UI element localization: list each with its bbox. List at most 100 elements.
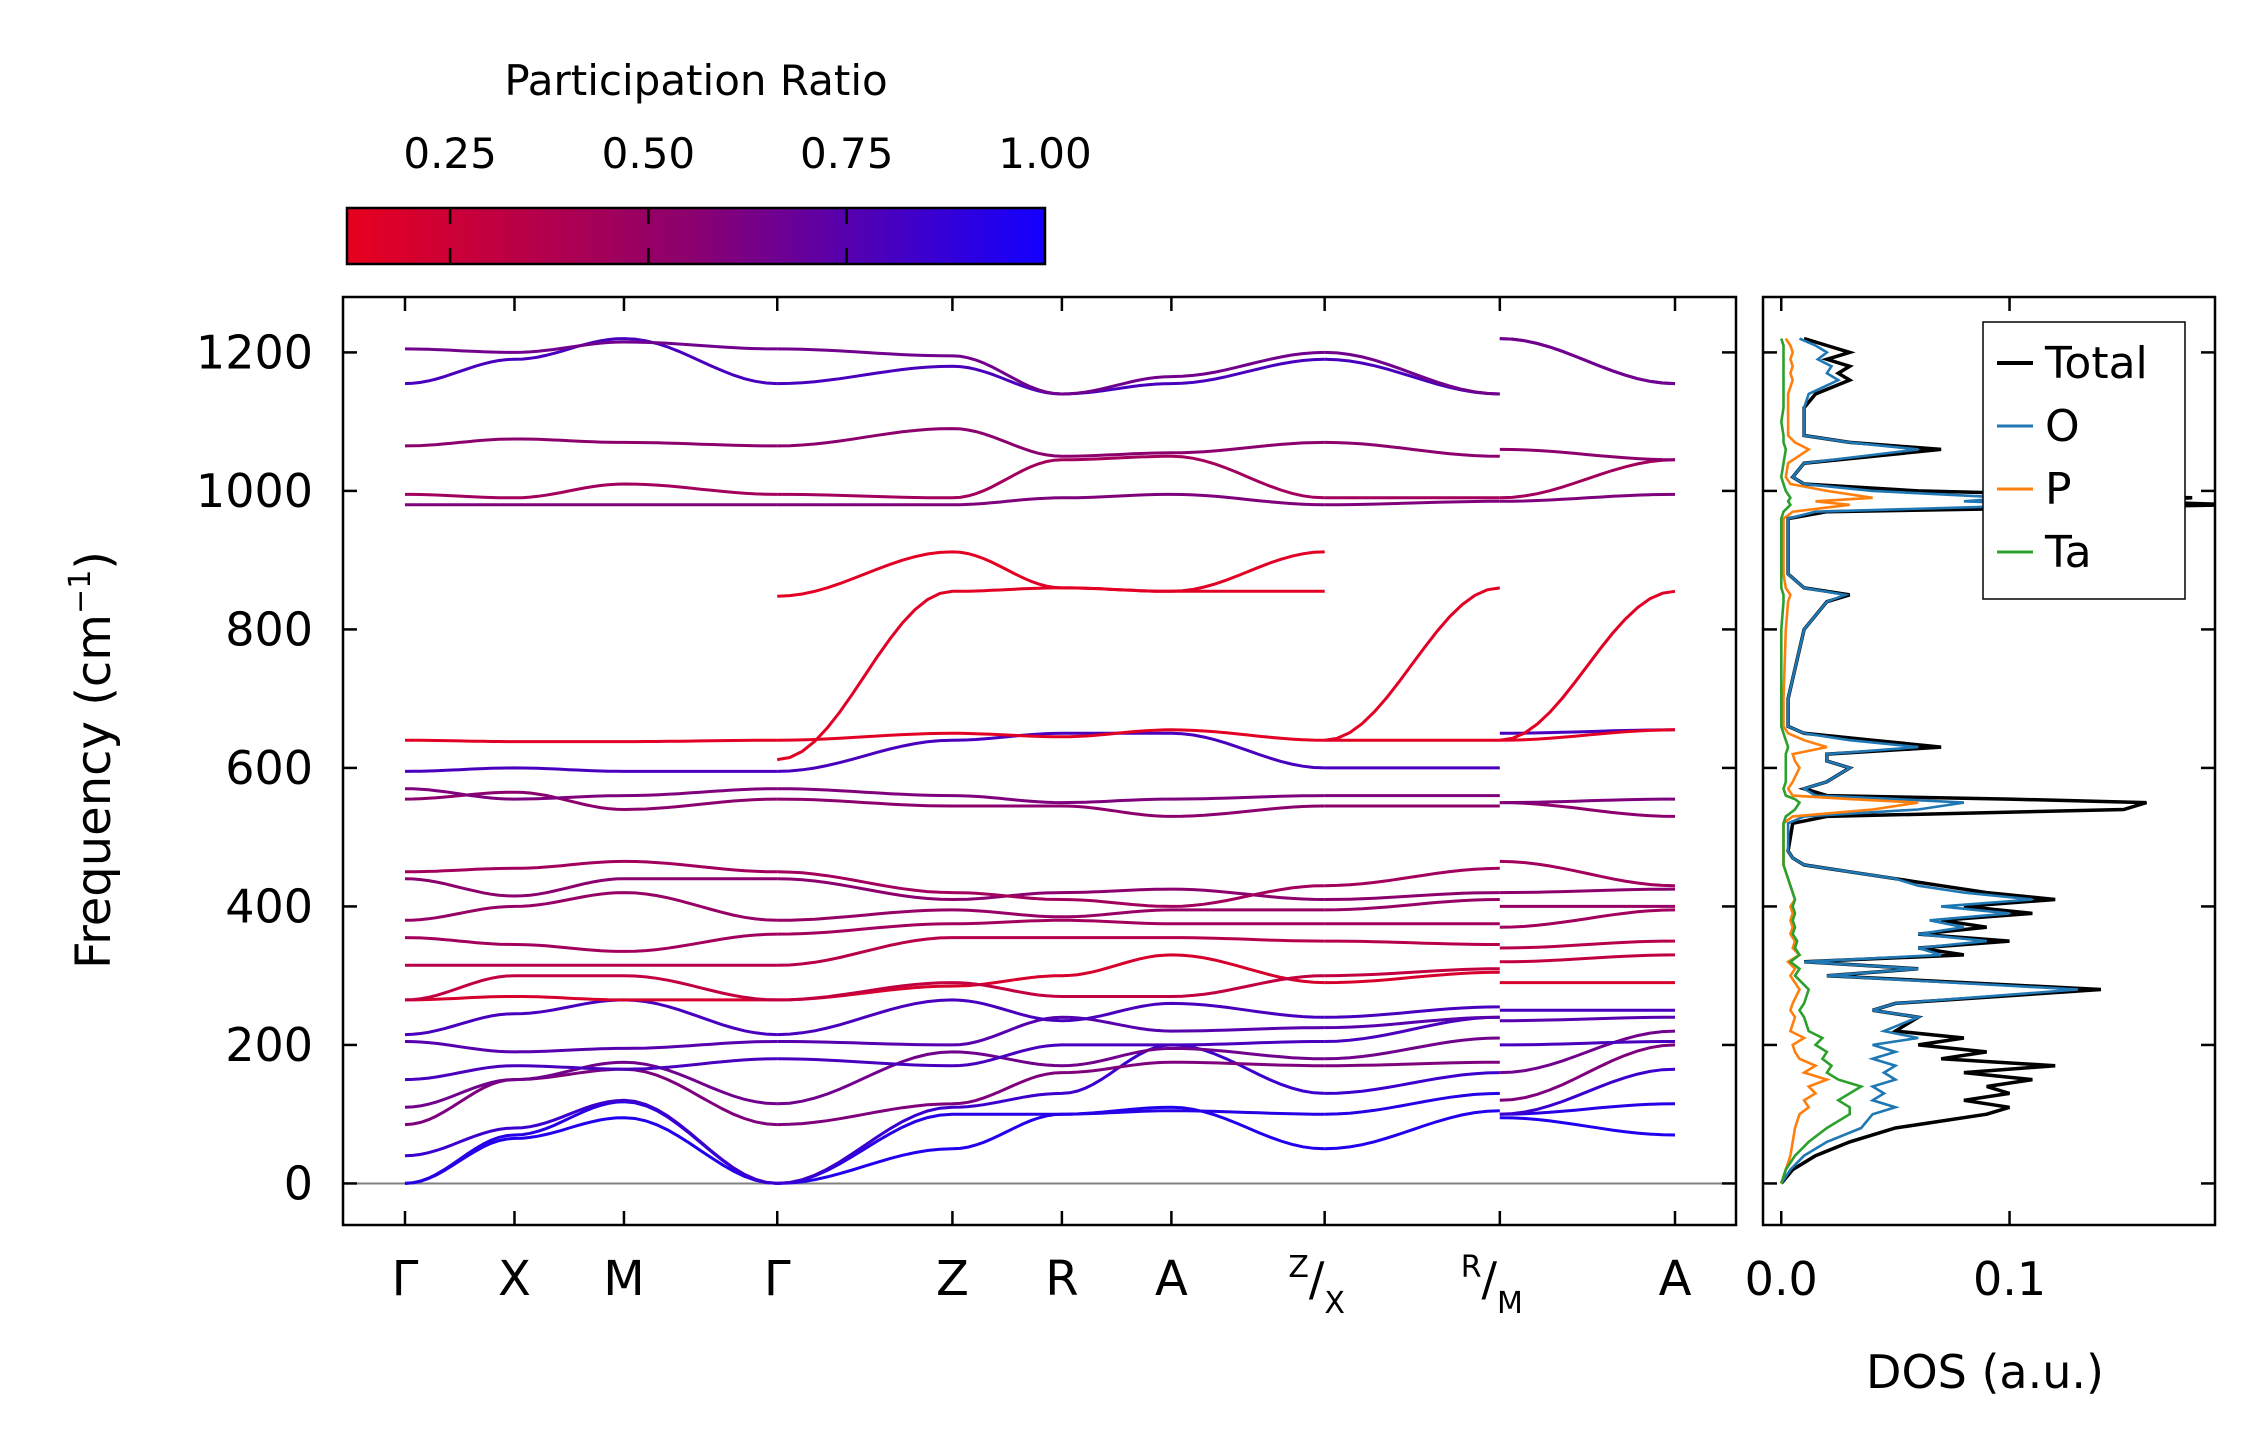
band-15-segment-0 [404,790,778,812]
band-4-segment-3 [1499,1029,1676,1075]
band-10-segment-3 [1499,939,1675,950]
dos-line-ta [1779,338,1865,1184]
band-2-segment-0 [404,1098,778,1185]
kpoint-break-label-1: R/M [1461,1250,1523,1321]
band-23-segment-0 [404,340,778,354]
dos-y-ticks [1763,351,2215,1185]
band-4-segment-2 [1324,1036,1500,1061]
band-0-segment-0 [404,1116,778,1185]
colorbar-tick-label-3: 1.00 [998,129,1092,178]
kpoint-label-3: Γ [764,1251,791,1307]
dos-lines [1779,336,2215,1185]
colorbar-ticks: 0.25 0.50 0.75 1.00 [403,129,1092,264]
kpoint-label-5: R [1045,1251,1078,1307]
band-3-segment-2 [1324,1060,1500,1068]
band-11-segment-0 [404,932,778,953]
band-15-segment-1 [777,797,1325,818]
band-ytick-label-200: 200 [225,1018,313,1072]
band-20-segment-3 [1499,458,1676,500]
band-17-segment-1 [777,731,1325,773]
band-ytick-label-800: 800 [225,602,313,656]
kpoint-label-2: M [603,1251,644,1307]
kpoint-label-0: Γ [392,1251,419,1307]
band-11-segment-3 [1499,908,1676,929]
band-0-segment-1 [777,1105,1325,1185]
dos-x-axis-label: DOS (a.u.) [1866,1345,2104,1399]
band-ytick-label-600: 600 [225,741,313,795]
band-4-segment-1 [777,1046,1325,1106]
upper-band-ma [1499,589,1676,742]
y-axis-label-unit-exponent: −1 [63,570,98,614]
band-16-segment-1 [777,787,1325,805]
band-19-segment-1 [777,492,1325,507]
band-12-segment-0 [404,891,778,922]
band-8-segment-0 [405,995,778,1002]
kpoint-break-top-1: R [1461,1250,1482,1285]
kpoint-break-slash-1: / [1482,1252,1498,1306]
band-ytick-label-1200: 1200 [196,325,313,379]
band-14-segment-2 [1324,866,1500,888]
band-1-segment-3 [1499,1102,1676,1116]
band-6-segment-0 [404,1040,778,1054]
band-19-segment-3 [1499,492,1676,503]
band-23-segment-1 [777,347,1325,396]
legend-label-ta: Ta [2044,527,2092,578]
band-18-segment-0 [405,738,778,744]
band-12-segment-1 [777,908,1325,922]
band-17-segment-0 [404,766,778,773]
band-14-segment-0 [405,859,778,874]
band-3-segment-3 [1499,1043,1676,1102]
band-20-segment-0 [405,482,778,500]
band-8-segment-1 [777,953,1325,1002]
colorbar: Participation Ratio 0.25 0.50 0.75 1.00 [345,56,1092,266]
band-5-segment-0 [404,1057,778,1082]
legend: Total OP Ta [1982,321,2186,600]
y-axis-label-main: Frequency (cm [66,614,122,969]
dos-axes-frame [1761,295,2217,1227]
upper-band-xr [1324,586,1501,742]
band-21-segment-1 [777,427,1325,458]
legend-label-p: P [2045,464,2072,515]
band-2-segment-1 [777,1043,1325,1185]
kpoint-label-4: Z [936,1251,969,1307]
band-13-segment-1 [777,877,1325,902]
band-21-segment-3 [1499,447,1676,462]
dos-line-p [1780,337,1919,1184]
kpoint-break-slash-0: / [1309,1252,1325,1306]
band-12-segment-2 [1324,898,1500,912]
band-1-segment-2 [1324,1091,1500,1116]
band-10-segment-1 [777,936,1325,967]
band-ytick-label-0: 0 [284,1156,313,1210]
dos-xtick-label-0: 0.0 [1745,1252,1818,1306]
band-21-segment-0 [404,437,778,448]
band-11-segment-1 [777,918,1325,936]
band-3-segment-1 [777,1060,1325,1127]
band-10-segment-2 [1324,939,1500,946]
colorbar-gradient [345,206,1047,266]
band-16-segment-0 [404,787,778,801]
legend-label-o: O [2045,401,2080,452]
band-ytick-label-1000: 1000 [196,464,313,518]
band-23-segment-2 [1324,350,1500,396]
band-16-segment-3 [1499,797,1675,805]
band-0-segment-2 [1324,1109,1500,1151]
band-14-segment-3 [1499,859,1676,888]
band-18-segment-3 [1499,728,1676,742]
band-axes-frame [341,295,1738,1227]
y-axis-label-close: ) [66,551,122,570]
band-6-segment-2 [1324,1015,1500,1030]
band-k-ticks: Γ X M Γ Z R A AZ/XR/M [392,297,1692,1321]
kpoint-break-bottom-0: X [1324,1286,1345,1321]
band-5-segment-3 [1499,1040,1675,1047]
band-7-segment-1 [777,998,1325,1037]
dos-xtick-label-1: 0.1 [1973,1252,2046,1306]
colorbar-tick-label-2: 0.75 [800,129,894,178]
kpoint-break-bottom-1: M [1497,1286,1523,1321]
band-23-segment-3 [1499,337,1676,386]
band-6-segment-3 [1499,1015,1676,1023]
colorbar-tick-label-0: 0.25 [403,129,497,178]
kpoint-break-top-0: Z [1288,1250,1309,1285]
band-2-segment-2 [1324,1071,1500,1095]
